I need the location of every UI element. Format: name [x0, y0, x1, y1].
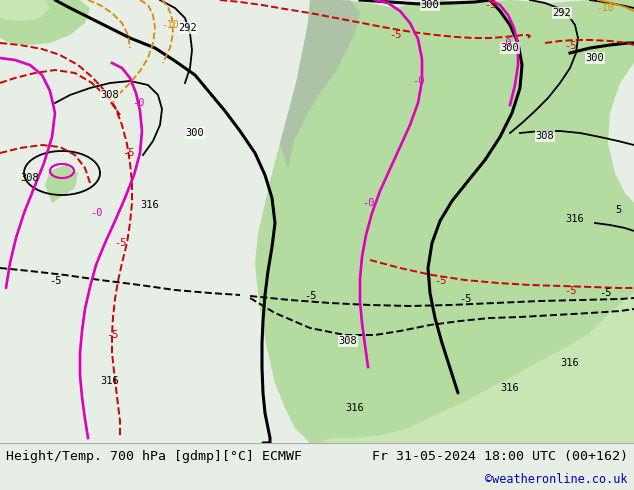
Polygon shape — [0, 0, 50, 21]
Text: Fr 31-05-2024 18:00 UTC (00+162): Fr 31-05-2024 18:00 UTC (00+162) — [372, 450, 628, 463]
Polygon shape — [0, 0, 90, 45]
Text: -5: -5 — [564, 41, 576, 51]
Text: -5: -5 — [459, 294, 471, 304]
Text: -5: -5 — [122, 148, 134, 158]
Text: -5: -5 — [564, 286, 576, 296]
Text: 292: 292 — [553, 8, 571, 18]
Text: -5: -5 — [304, 291, 316, 301]
Polygon shape — [320, 293, 634, 443]
Polygon shape — [280, 0, 360, 168]
Text: 308: 308 — [536, 131, 554, 141]
Text: -0: -0 — [499, 38, 511, 48]
Text: -5: -5 — [389, 30, 401, 40]
Text: -5: -5 — [106, 330, 119, 340]
Text: -5: -5 — [434, 276, 446, 286]
Text: 300: 300 — [501, 43, 519, 53]
Text: 316: 316 — [141, 200, 159, 210]
Text: 316: 316 — [501, 383, 519, 393]
Text: -0: -0 — [362, 198, 374, 208]
Text: 316: 316 — [566, 214, 585, 224]
Text: 308: 308 — [21, 173, 39, 183]
Text: 300: 300 — [420, 0, 439, 10]
Text: -0: -0 — [411, 76, 424, 86]
Text: -5: -5 — [49, 276, 61, 286]
Text: -0: -0 — [90, 208, 102, 218]
Text: 308: 308 — [339, 336, 358, 346]
Text: -0: -0 — [132, 98, 145, 108]
Polygon shape — [255, 0, 634, 443]
Text: -10: -10 — [596, 3, 614, 13]
Text: -5: -5 — [113, 238, 126, 248]
Text: 316: 316 — [560, 358, 579, 368]
Text: 300: 300 — [586, 53, 604, 63]
Text: -10: -10 — [161, 20, 179, 30]
Text: ©weatheronline.co.uk: ©weatheronline.co.uk — [485, 473, 628, 486]
Text: 316: 316 — [101, 376, 119, 386]
Text: 308: 308 — [101, 90, 119, 100]
Text: Height/Temp. 700 hPa [gdmp][°C] ECMWF: Height/Temp. 700 hPa [gdmp][°C] ECMWF — [6, 450, 302, 463]
Text: 5: 5 — [615, 205, 621, 215]
Text: 300: 300 — [186, 128, 204, 138]
Text: 292: 292 — [179, 23, 197, 33]
Text: 316: 316 — [346, 403, 365, 413]
Polygon shape — [45, 165, 78, 203]
Text: -5: -5 — [484, 0, 496, 10]
Text: -5: -5 — [598, 288, 611, 298]
